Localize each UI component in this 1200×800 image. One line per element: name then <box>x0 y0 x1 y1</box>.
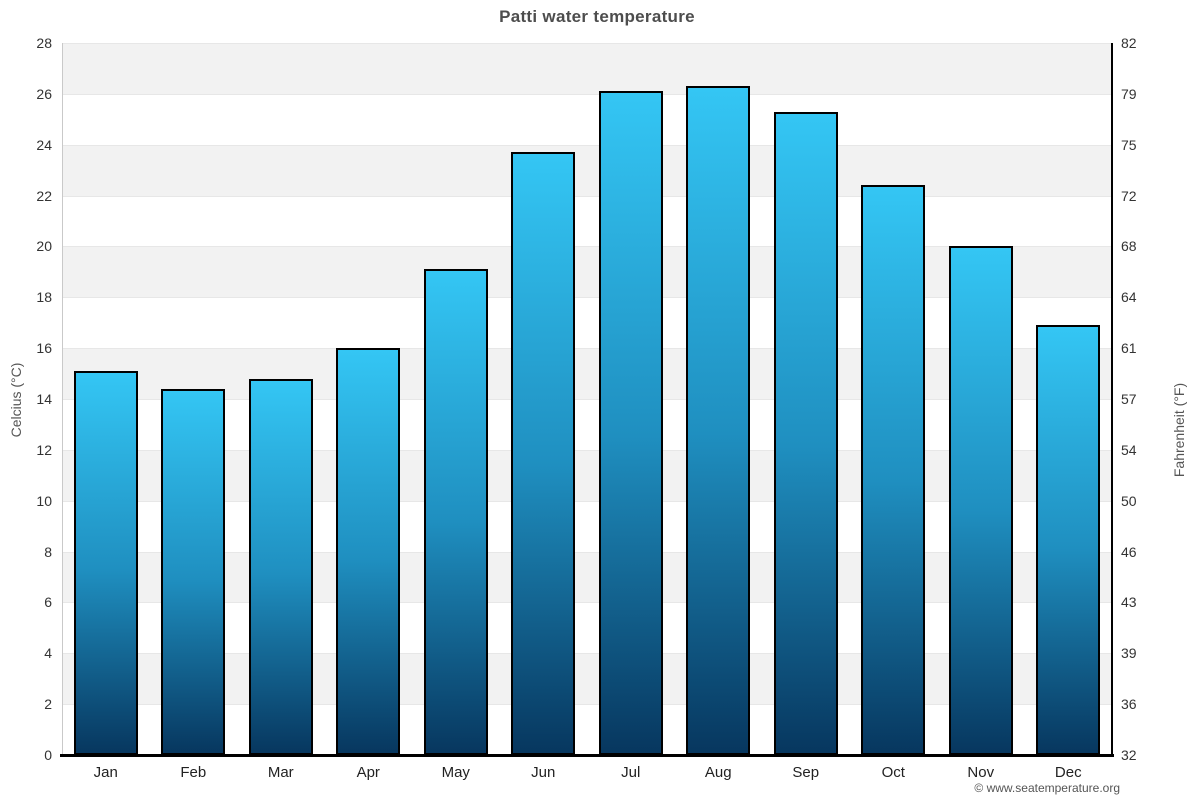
grid-band <box>62 144 1112 196</box>
grid-band <box>62 246 1112 298</box>
y-tick-fahrenheit: 50 <box>1121 492 1137 509</box>
y-tick-fahrenheit: 79 <box>1121 85 1137 102</box>
x-tick-jul: Jul <box>621 764 641 781</box>
y-tick-fahrenheit: 46 <box>1121 543 1137 560</box>
y-tick-fahrenheit: 43 <box>1121 594 1137 611</box>
y-tick-celsius: 8 <box>44 543 52 560</box>
x-tick-oct: Oct <box>881 764 905 781</box>
grid-band <box>62 602 1112 653</box>
grid-band <box>62 500 1112 552</box>
y-tick-fahrenheit: 32 <box>1121 747 1137 763</box>
x-tick-sep: Sep <box>792 764 820 781</box>
y-tick-celsius: 22 <box>36 187 52 204</box>
grid-band <box>62 704 1112 755</box>
bar-aug[interactable] <box>686 86 751 755</box>
bar-nov[interactable] <box>948 246 1013 755</box>
grid-band <box>62 399 1112 450</box>
bar-mar[interactable] <box>248 378 313 755</box>
y-tick-celsius: 20 <box>36 238 52 255</box>
y-tick-celsius: 28 <box>36 35 52 51</box>
bar-may[interactable] <box>423 269 488 755</box>
x-tick-jan: Jan <box>93 764 118 781</box>
y-tick-celsius: 6 <box>44 594 52 611</box>
chart-title: Patti water temperature <box>499 7 695 26</box>
y-tick-celsius: 26 <box>36 85 52 102</box>
x-tick-dec: Dec <box>1054 764 1082 781</box>
y-tick-fahrenheit: 82 <box>1121 35 1137 51</box>
y-axis-right-title: Fahrenheit (°F) <box>1171 382 1187 478</box>
grid-band <box>62 348 1112 399</box>
y-tick-celsius: 16 <box>36 340 52 357</box>
x-tick-may: May <box>441 764 470 781</box>
y-tick-fahrenheit: 54 <box>1121 441 1137 458</box>
x-tick-feb: Feb <box>180 764 207 781</box>
grid-band <box>62 551 1112 603</box>
x-tick-apr: Apr <box>356 764 380 781</box>
y-tick-celsius: 18 <box>36 289 52 306</box>
y-tick-fahrenheit: 68 <box>1121 238 1137 255</box>
x-tick-aug: Aug <box>704 764 732 781</box>
y-tick-fahrenheit: 39 <box>1121 645 1137 662</box>
x-tick-mar: Mar <box>267 764 294 781</box>
y-tick-fahrenheit: 75 <box>1121 136 1137 153</box>
x-axis-line <box>60 754 1114 757</box>
y-tick-celsius: 14 <box>36 391 52 407</box>
copyright-credit: © www.seatemperature.org <box>974 781 1120 795</box>
bar-dec[interactable] <box>1036 325 1101 755</box>
grid-band <box>62 93 1112 145</box>
y-axis-left-title: Celcius (°C) <box>8 362 24 438</box>
bar-apr[interactable] <box>336 348 401 755</box>
y-tick-fahrenheit: 57 <box>1121 391 1137 407</box>
bar-jul[interactable] <box>598 91 663 755</box>
y-tick-celsius: 24 <box>36 136 52 153</box>
grid-band <box>62 653 1112 705</box>
bar-feb[interactable] <box>161 388 226 755</box>
y-tick-fahrenheit: 36 <box>1121 696 1137 713</box>
y-tick-fahrenheit: 61 <box>1121 340 1137 357</box>
bar-jan[interactable] <box>73 371 138 755</box>
grid-band <box>62 449 1112 501</box>
bar-jun[interactable] <box>511 152 576 755</box>
y-tick-fahrenheit: 72 <box>1121 187 1137 204</box>
grid-band <box>62 43 1112 94</box>
y-tick-celsius: 2 <box>44 696 52 713</box>
y-tick-celsius: 4 <box>44 645 52 662</box>
grid-band <box>62 297 1112 348</box>
plot-area <box>62 43 1112 755</box>
y-axis-right-spine <box>1111 43 1113 755</box>
y-tick-celsius: 0 <box>44 747 52 763</box>
grid-band <box>62 195 1112 247</box>
x-tick-nov: Nov <box>967 764 995 781</box>
x-tick-jun: Jun <box>531 764 556 781</box>
bar-sep[interactable] <box>773 111 838 755</box>
bar-oct[interactable] <box>861 185 926 755</box>
y-tick-celsius: 10 <box>36 492 52 509</box>
y-axis-left-spine <box>62 43 63 755</box>
y-tick-fahrenheit: 64 <box>1121 289 1137 306</box>
y-tick-celsius: 12 <box>36 441 52 458</box>
